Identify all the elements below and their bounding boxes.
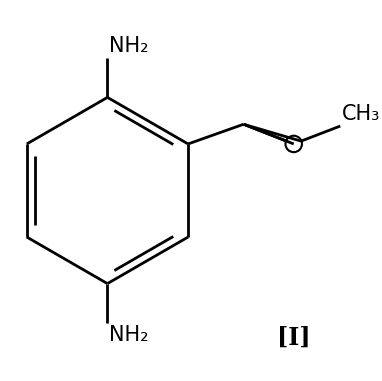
Text: NH₂: NH₂ [109,325,149,345]
Text: [I]: [I] [277,325,311,349]
Circle shape [286,137,301,151]
Text: NH₂: NH₂ [109,36,149,56]
Text: CH₃: CH₃ [342,104,380,124]
